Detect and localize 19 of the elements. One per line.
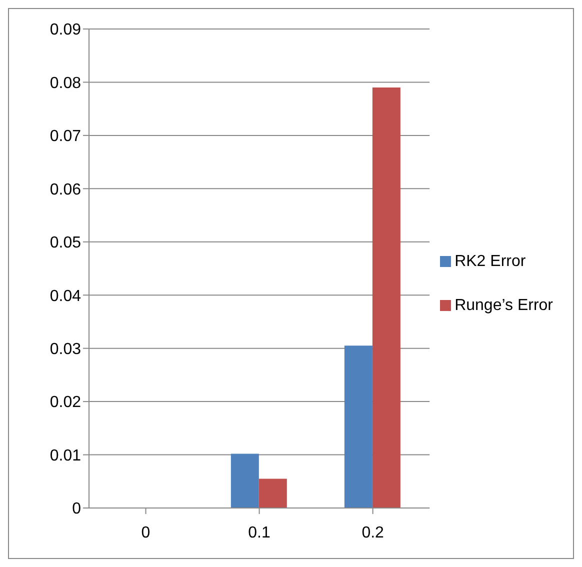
y-tick-label: 0.05 [50,234,82,252]
bar [258,478,287,508]
legend-label: Runge’s Error [454,296,553,314]
y-tick-label: 0 [72,500,82,518]
y-tick-label: 0.01 [50,447,82,464]
y-tick-label: 0.09 [50,22,82,39]
bar [344,346,372,508]
x-tick-label: 0.1 [248,524,271,542]
legend-label: RK2 Error [454,252,526,270]
bar [372,88,400,508]
y-tick-label: 0.06 [50,181,82,198]
y-tick-label: 0.02 [50,394,82,412]
y-tick-label: 0.08 [50,74,82,92]
bar [230,454,259,508]
x-tick-label: 0.2 [362,524,384,542]
y-tick-label: 0.07 [50,128,82,146]
x-tick-label: 0 [141,524,150,542]
y-tick-label: 0.03 [50,341,82,358]
y-tick-label: 0.04 [50,288,82,305]
